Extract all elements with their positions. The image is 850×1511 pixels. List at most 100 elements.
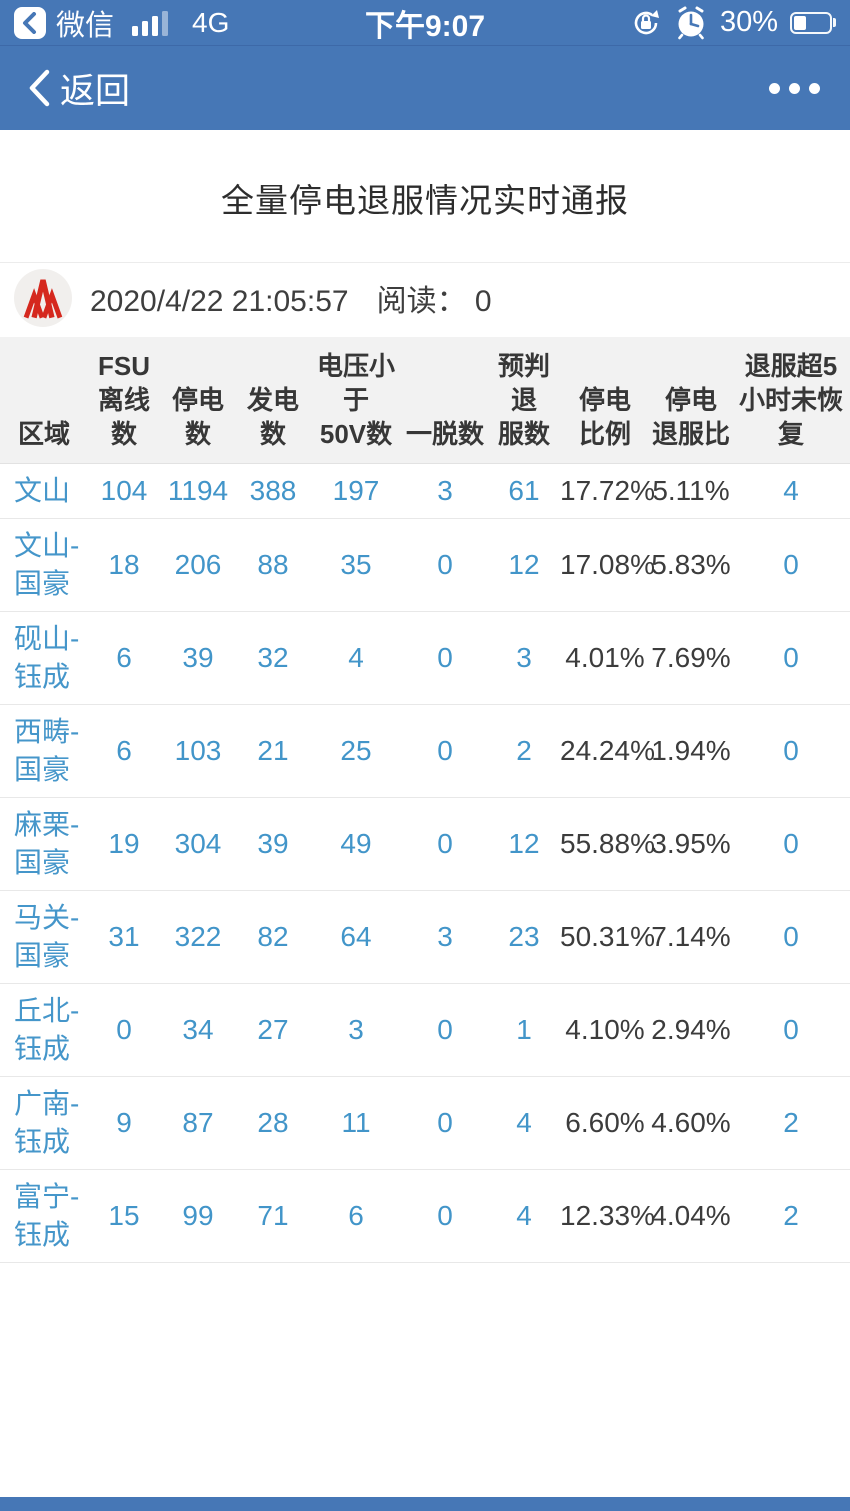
value-cell: 0: [402, 1076, 488, 1170]
read-count-value: 0: [474, 285, 492, 318]
percent-cell: 17.72%: [560, 463, 655, 519]
value-cell: 25: [310, 704, 402, 798]
value-cell: 28: [236, 1076, 310, 1170]
value-cell: 0: [402, 1169, 488, 1263]
value-cell: 304: [160, 797, 236, 891]
back-button[interactable]: 返回: [26, 63, 130, 114]
percent-cell: 4.04%: [650, 1169, 732, 1263]
value-cell: 2: [732, 1169, 850, 1263]
chevron-left-icon: [23, 11, 36, 34]
value-cell: 388: [236, 463, 310, 519]
divider: [0, 262, 850, 263]
col-predicted-out: 预判退 服数: [488, 337, 560, 464]
percent-cell: 4.10%: [560, 983, 650, 1077]
outage-report-table: 区域 FSU 离线数 停电数 发电数 电压小于 50V数 一脱数 预判退 服数 …: [0, 337, 850, 1263]
value-cell: 4: [310, 611, 402, 705]
region-cell: 文山: [0, 463, 88, 519]
value-cell: 4: [488, 1169, 560, 1263]
value-cell: 2: [488, 704, 560, 798]
col-outage-out-ratio: 停电 退服比: [650, 337, 732, 464]
bottom-bar: [0, 1497, 850, 1511]
value-cell: 104: [88, 463, 160, 519]
value-cell: 11: [310, 1076, 402, 1170]
value-cell: 23: [488, 890, 560, 984]
region-cell: 麻栗- 国豪: [0, 797, 88, 891]
publish-timestamp: 2020/4/22 21:05:57: [90, 285, 349, 318]
percent-cell: 12.33%: [560, 1169, 655, 1263]
table-row: 丘北- 钰成 0 34 27 3 0 1 4.10% 2.94% 0: [0, 983, 850, 1077]
col-fsu-offline: FSU 离线数: [88, 337, 160, 464]
value-cell: 0: [732, 518, 850, 612]
network-type: 4G: [192, 6, 230, 38]
article-meta: 2020/4/22 21:05:57 阅读： 0: [0, 263, 850, 333]
value-cell: 1: [488, 983, 560, 1077]
value-cell: 0: [732, 797, 850, 891]
value-cell: 39: [236, 797, 310, 891]
table-row: 砚山- 钰成 6 39 32 4 0 3 4.01% 7.69% 0: [0, 611, 850, 705]
signal-bars-icon: [132, 10, 169, 36]
back-label: 返回: [60, 71, 131, 111]
page-title: 全量停电退服情况实时通报: [221, 182, 629, 219]
value-cell: 39: [160, 611, 236, 705]
value-cell: 32: [236, 611, 310, 705]
percent-cell: 5.11%: [650, 463, 732, 519]
value-cell: 18: [88, 518, 160, 612]
region-cell: 西畴- 国豪: [0, 704, 88, 798]
value-cell: 6: [88, 611, 160, 705]
region-cell: 砚山- 钰成: [0, 611, 88, 705]
percent-cell: 4.01%: [560, 611, 650, 705]
percent-cell: 55.88%: [560, 797, 655, 891]
value-cell: 0: [732, 890, 850, 984]
rotation-lock-icon: [634, 9, 659, 34]
value-cell: 6: [310, 1169, 402, 1263]
percent-cell: 6.60%: [560, 1076, 650, 1170]
col-over-5h: 退服超5 小时未恢复: [732, 337, 850, 464]
col-outage-ratio: 停电 比例: [560, 337, 650, 464]
region-cell: 马关- 国豪: [0, 890, 88, 984]
value-cell: 49: [310, 797, 402, 891]
value-cell: 61: [488, 463, 560, 519]
value-cell: 103: [160, 704, 236, 798]
percent-cell: 7.69%: [650, 611, 732, 705]
col-generation-count: 发电数: [236, 337, 310, 464]
wechat-back-button[interactable]: [14, 6, 46, 39]
percent-cell: 7.14%: [650, 890, 732, 984]
battery-icon: [790, 11, 836, 34]
value-cell: 12: [488, 518, 560, 612]
read-count: 阅读： 0: [377, 276, 492, 320]
value-cell: 64: [310, 890, 402, 984]
value-cell: 87: [160, 1076, 236, 1170]
avatar: [14, 269, 72, 327]
tower-logo-icon: [23, 279, 63, 319]
value-cell: 3: [402, 463, 488, 519]
value-cell: 0: [732, 704, 850, 798]
col-region: 区域: [0, 337, 88, 464]
value-cell: 0: [732, 983, 850, 1077]
value-cell: 71: [236, 1169, 310, 1263]
table-row: 富宁- 钰成 15 99 71 6 0 4 12.33% 4.04% 2: [0, 1169, 850, 1263]
percent-cell: 2.94%: [650, 983, 732, 1077]
percent-cell: 17.08%: [560, 518, 655, 612]
value-cell: 1194: [160, 463, 236, 519]
ellipsis-icon: [769, 82, 780, 94]
value-cell: 88: [236, 518, 310, 612]
value-cell: 0: [402, 797, 488, 891]
col-first-drop: 一脱数: [402, 337, 488, 464]
more-menu-button[interactable]: [765, 73, 824, 104]
value-cell: 2: [732, 1076, 850, 1170]
value-cell: 3: [310, 983, 402, 1077]
percent-cell: 5.83%: [650, 518, 732, 612]
value-cell: 0: [732, 611, 850, 705]
col-under-50v: 电压小于 50V数: [310, 337, 402, 464]
value-cell: 34: [160, 983, 236, 1077]
table-header-row: 区域 FSU 离线数 停电数 发电数 电压小于 50V数 一脱数 预判退 服数 …: [0, 337, 850, 464]
table-row: 文山 104 1194 388 197 3 61 17.72% 5.11% 4: [0, 463, 850, 519]
region-cell: 文山- 国豪: [0, 518, 88, 612]
value-cell: 12: [488, 797, 560, 891]
value-cell: 0: [402, 611, 488, 705]
value-cell: 0: [402, 704, 488, 798]
value-cell: 3: [488, 611, 560, 705]
value-cell: 15: [88, 1169, 160, 1263]
region-cell: 广南- 钰成: [0, 1076, 88, 1170]
table-row: 文山- 国豪 18 206 88 35 0 12 17.08% 5.83% 0: [0, 518, 850, 612]
